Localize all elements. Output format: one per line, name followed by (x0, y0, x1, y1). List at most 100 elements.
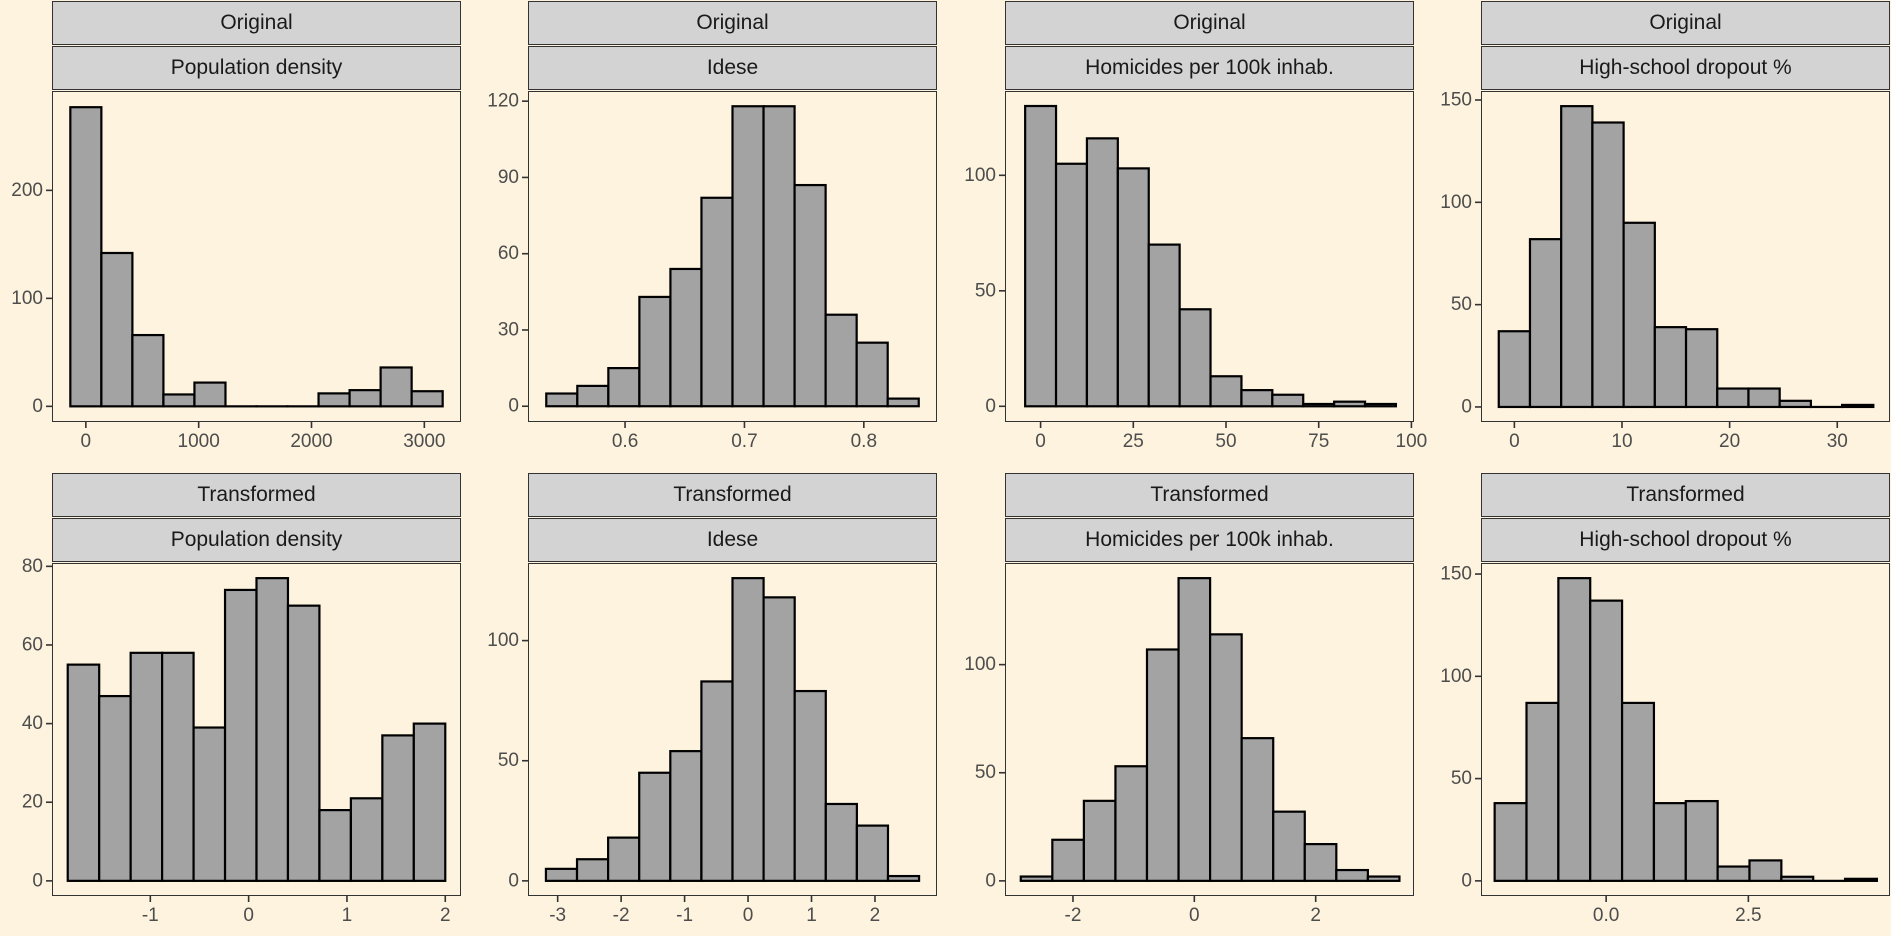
y-tick-label: 100 (1440, 192, 1472, 213)
histogram-bar (1590, 601, 1622, 881)
y-tick-label: 150 (1440, 564, 1472, 585)
facet-strip-bottom: Idese (528, 46, 937, 90)
histogram-bar (1781, 877, 1813, 881)
facet-strip-top: Transformed (1481, 473, 1890, 517)
y-tick-label: 120 (487, 91, 519, 112)
histogram-bar (1210, 634, 1242, 881)
histogram-bar (888, 876, 919, 881)
histogram-bar (163, 394, 194, 406)
y-tick-label: 50 (1451, 294, 1472, 315)
histogram-bar (101, 253, 132, 406)
histogram-bar (670, 751, 701, 881)
y-tick-label: 100 (964, 165, 996, 186)
x-tick-label: 0.8 (851, 431, 877, 452)
facet-strip-top: Transformed (52, 473, 461, 517)
histogram-bar (70, 107, 101, 406)
x-tick-label: 25 (1123, 431, 1144, 452)
histogram-bar (857, 826, 888, 881)
histogram-bar (131, 653, 162, 881)
histogram-bars (546, 578, 919, 881)
histogram-bar (1334, 402, 1365, 407)
x-tick-label: 1000 (178, 431, 220, 452)
x-tick-label: 10 (1611, 431, 1632, 452)
histogram-bar (1624, 223, 1655, 407)
histogram-bar (764, 597, 795, 881)
histogram-bars (1499, 106, 1874, 407)
histogram-bar (1749, 860, 1781, 880)
histogram-bar (1654, 803, 1686, 881)
histogram-bar (319, 810, 350, 881)
histogram-bar (350, 390, 381, 406)
histogram-bar (132, 335, 163, 406)
histogram-bar (1241, 390, 1272, 406)
histogram-bar (1118, 168, 1149, 406)
x-tick-label: 0 (743, 905, 754, 926)
histogram-bar (1087, 138, 1118, 406)
histogram-bar (1718, 867, 1750, 881)
histogram-bar (733, 578, 764, 881)
histogram-bars (68, 578, 446, 881)
histogram-bar (1530, 239, 1561, 407)
histogram-bar (795, 691, 826, 881)
y-tick-label: 80 (22, 556, 43, 577)
histogram-bar (1084, 801, 1116, 881)
histogram-bar (414, 724, 445, 881)
facet-strip-bottom: Population density (52, 46, 461, 90)
histogram-bar (733, 106, 764, 406)
x-tick-label: 0.7 (731, 431, 757, 452)
histogram-bars (1021, 578, 1400, 881)
histogram-bar (1052, 840, 1084, 881)
histogram-bar (608, 838, 639, 881)
histogram-bar (1686, 801, 1718, 881)
histogram-bar (99, 696, 130, 881)
histogram-bar (670, 269, 701, 406)
x-tick-label: 0 (243, 905, 254, 926)
histogram-bar (1179, 578, 1211, 881)
facet-strip-top: Original (528, 1, 937, 45)
histogram-bar (826, 315, 857, 407)
y-tick-label: 100 (1440, 666, 1472, 687)
y-tick-label: 40 (22, 713, 43, 734)
facet-strip-top: Transformed (1005, 473, 1414, 517)
histogram-bar (1305, 844, 1337, 881)
histogram-bar (1365, 404, 1396, 406)
facet-strip-top: Original (52, 1, 461, 45)
histogram-bar (888, 399, 919, 407)
x-tick-label: 2 (1310, 905, 1321, 926)
y-tick-label: 90 (498, 167, 519, 188)
x-tick-label: -1 (142, 905, 159, 926)
histogram-bar (1273, 812, 1305, 881)
x-tick-label: 2 (440, 905, 451, 926)
histogram-bar (639, 297, 670, 406)
y-tick-label: 100 (964, 654, 996, 675)
x-tick-label: 2.5 (1735, 905, 1761, 926)
histogram-bar (1717, 389, 1748, 407)
histogram-bar (577, 859, 608, 881)
histogram-bar (546, 394, 577, 407)
histogram-bar (1842, 405, 1873, 407)
histogram-bar (1845, 879, 1877, 881)
histogram-bar (1622, 703, 1654, 881)
y-tick-label: 100 (487, 630, 519, 651)
histogram-bars (546, 106, 918, 406)
histogram-bar (1368, 877, 1400, 881)
x-tick-label: 0 (81, 431, 92, 452)
histogram-bar (608, 368, 639, 406)
histogram-bar (225, 590, 256, 881)
facet-strip-top: Original (1005, 1, 1414, 45)
histogram-bar (1527, 703, 1559, 881)
histogram-bar (826, 804, 857, 881)
y-tick-label: 0 (32, 870, 43, 891)
histogram-bar (162, 653, 193, 881)
y-tick-label: 50 (975, 280, 996, 301)
x-tick-label: 75 (1308, 431, 1329, 452)
x-tick-label: 1 (806, 905, 817, 926)
histogram-bars (70, 107, 442, 406)
facet-strip-top: Original (1481, 1, 1890, 45)
y-tick-label: 30 (498, 319, 519, 340)
